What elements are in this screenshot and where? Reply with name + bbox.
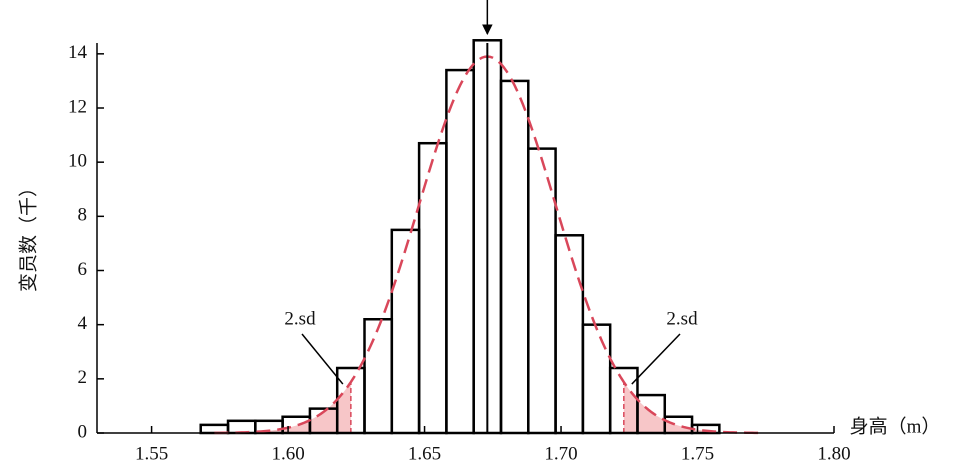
y-tick-label: 8 (78, 205, 88, 226)
y-tick-label: 4 (78, 313, 88, 334)
x-tick-label: 1.80 (817, 443, 850, 464)
histogram-bar (499, 79, 530, 435)
annotation-leader (631, 333, 681, 385)
annotation-leader (301, 333, 344, 385)
histogram-bar (226, 419, 257, 435)
x-axis-label: 身高（m） (850, 415, 941, 437)
y-tick-label: 10 (68, 151, 87, 172)
y-tick-label: 14 (68, 42, 88, 63)
y-tick-label: 0 (78, 421, 88, 442)
y-axis-label: 变员数（千） (17, 178, 39, 292)
annotation: 2.sd (666, 308, 698, 329)
histogram-bar (445, 68, 475, 435)
x-tick-label: 1.75 (681, 443, 714, 464)
x-tick-label: 1.55 (135, 443, 168, 464)
histogram-bar (527, 147, 557, 435)
y-tick-label: 6 (78, 259, 88, 280)
annotation: 2.sd (284, 308, 316, 329)
histogram-bar (363, 318, 394, 435)
x-tick-label: 1.65 (408, 443, 441, 464)
y-tick-label: 12 (68, 96, 87, 117)
histogram-bar (581, 323, 612, 435)
x-tick-label: 1.70 (544, 443, 577, 464)
histogram-bar (390, 228, 421, 435)
y-tick-label: 2 (78, 367, 88, 388)
x-tick-label: 1.60 (271, 443, 304, 464)
tail-shade (262, 382, 351, 433)
histogram-bar (554, 234, 585, 435)
tail-shade (623, 382, 713, 433)
